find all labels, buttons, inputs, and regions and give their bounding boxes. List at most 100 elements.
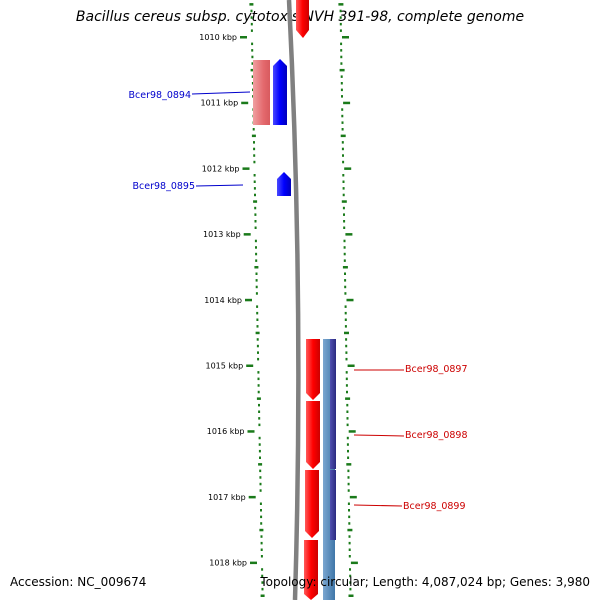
minor-tick-left: [257, 351, 259, 354]
minor-tick-left: [258, 417, 260, 420]
minor-tick-right: [343, 181, 345, 184]
minor-tick-left: [252, 135, 256, 138]
minor-tick-right: [345, 319, 347, 322]
minor-tick-right: [341, 82, 343, 85]
gene-bar-pale-red: [253, 60, 270, 125]
tick-label: 1017 kbp: [208, 493, 246, 502]
major-tick-left: [249, 496, 256, 499]
minor-tick-left: [257, 371, 259, 374]
minor-tick-right: [346, 463, 351, 466]
minor-tick-right: [348, 503, 350, 506]
minor-tick-left: [254, 174, 256, 177]
minor-tick-right: [342, 161, 344, 164]
minor-tick-left: [259, 529, 263, 532]
leader-bcer98-0898: [354, 435, 404, 436]
minor-tick-left: [260, 516, 262, 519]
minor-tick-right: [342, 148, 344, 151]
minor-tick-left: [258, 411, 260, 414]
minor-tick-right: [347, 424, 349, 427]
minor-tick-right: [347, 470, 349, 473]
minor-tick-left: [256, 305, 258, 308]
minor-tick-left: [258, 378, 260, 381]
major-tick-right: [351, 562, 358, 565]
minor-tick-left: [258, 424, 260, 427]
minor-tick-right: [342, 141, 344, 144]
minor-tick-left: [256, 292, 258, 295]
minor-tick-left: [253, 154, 255, 157]
minor-tick-right: [342, 121, 344, 124]
minor-tick-left: [255, 220, 257, 223]
minor-tick-right: [345, 312, 347, 315]
minor-tick-left: [257, 358, 259, 361]
minor-tick-left: [261, 535, 263, 538]
major-tick-right: [345, 233, 352, 236]
major-tick-left: [245, 299, 252, 302]
minor-tick-left: [253, 161, 255, 164]
minor-tick-right: [348, 489, 350, 492]
gene-bar-purple-upper: [330, 339, 336, 469]
minor-tick-right: [342, 200, 347, 203]
gene-arrow-bcer98-0898: [306, 401, 320, 469]
minor-tick-left: [259, 476, 261, 479]
minor-tick-left: [259, 450, 261, 453]
minor-tick-right: [343, 207, 345, 210]
minor-tick-right: [345, 397, 350, 400]
minor-tick-left: [251, 49, 253, 52]
minor-tick-right: [340, 69, 345, 72]
minor-tick-left: [259, 443, 261, 446]
gene-label-bcer98-0899[interactable]: Bcer98_0899: [403, 501, 466, 512]
minor-tick-right: [344, 273, 346, 276]
minor-tick-left: [249, 3, 253, 6]
minor-tick-right: [344, 240, 346, 243]
minor-tick-right: [346, 384, 348, 387]
major-tick-right: [349, 430, 356, 433]
scale-tick-labels: 1010 kbp 1011 kbp 1012 kbp 1013 kbp 1014 kbp…: [199, 33, 247, 568]
major-tick-left: [240, 36, 247, 39]
minor-tick-left: [251, 56, 253, 59]
minor-tick-right: [343, 194, 345, 197]
tick-label: 1012 kbp: [202, 164, 240, 173]
minor-tick-left: [251, 29, 253, 32]
minor-tick-left: [259, 437, 261, 440]
gene-label-bcer98-0895[interactable]: Bcer98_0895: [132, 181, 195, 192]
minor-tick-left: [258, 384, 260, 387]
major-tick-left: [246, 365, 253, 368]
minor-tick-left: [255, 240, 257, 243]
minor-tick-left: [254, 181, 256, 184]
minor-tick-right: [341, 89, 343, 92]
major-tick-right: [350, 496, 357, 499]
minor-tick-right: [340, 49, 342, 52]
minor-tick-left: [253, 141, 255, 144]
minor-tick-right: [345, 345, 347, 348]
gene-label-bcer98-0897[interactable]: Bcer98_0897: [405, 364, 468, 375]
minor-tick-right: [346, 391, 348, 394]
minor-tick-right: [340, 10, 342, 13]
leader-bcer98-0894: [192, 92, 250, 94]
minor-tick-right: [340, 16, 342, 19]
minor-tick-right: [338, 3, 343, 6]
gene-arrow-top: [296, 0, 309, 38]
minor-tick-right: [346, 404, 348, 407]
gene-arrow-bcer98-0899: [305, 470, 319, 538]
major-tick-right: [342, 36, 349, 39]
major-tick-left: [248, 430, 255, 433]
minor-tick-right: [349, 568, 351, 571]
minor-tick-left: [256, 279, 258, 282]
minor-tick-right: [349, 542, 351, 545]
minor-tick-right: [342, 174, 344, 177]
minor-tick-right: [343, 187, 345, 190]
minor-tick-left: [253, 200, 257, 203]
minor-tick-right: [345, 325, 347, 328]
gene-label-bcer98-0898[interactable]: Bcer98_0898: [405, 430, 468, 441]
major-tick-left: [244, 233, 251, 236]
minor-tick-right: [349, 549, 351, 552]
minor-tick-left: [259, 470, 261, 473]
minor-tick-right: [343, 213, 345, 216]
minor-tick-right: [341, 135, 346, 138]
minor-tick-right: [348, 483, 350, 486]
gene-label-bcer98-0894[interactable]: Bcer98_0894: [128, 90, 191, 101]
minor-tick-right: [347, 529, 352, 532]
minor-tick-right: [349, 555, 351, 558]
minor-tick-left: [260, 522, 262, 525]
